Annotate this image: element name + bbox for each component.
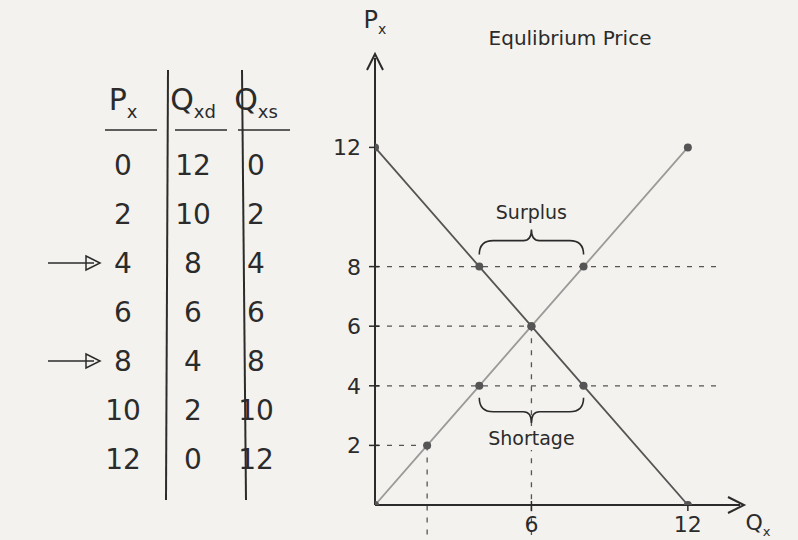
y-tick-label: 12 xyxy=(333,135,361,160)
guide-h xyxy=(375,326,531,327)
x-tick-label: 12 xyxy=(674,512,702,537)
table-cell: 0 xyxy=(184,443,202,476)
table-cell: 12 xyxy=(238,443,274,476)
bracket xyxy=(479,229,583,254)
table-cell: 10 xyxy=(175,198,211,231)
table-cell: 8 xyxy=(184,247,202,280)
point xyxy=(684,143,692,151)
chart-title: Equlibrium Price xyxy=(489,26,652,50)
point xyxy=(527,322,535,330)
table-cell: 12 xyxy=(175,149,211,182)
table-cell: 4 xyxy=(247,247,265,280)
point xyxy=(475,263,483,271)
header-underline xyxy=(238,129,290,131)
x-axis-title: Qx xyxy=(745,510,770,539)
point xyxy=(527,322,535,330)
y-tick xyxy=(369,445,379,447)
table-cell: 0 xyxy=(247,149,265,182)
level-guide xyxy=(375,385,720,386)
point xyxy=(580,382,588,390)
y-arrow xyxy=(367,54,383,70)
arrow-head xyxy=(86,256,100,270)
table-cell: 12 xyxy=(105,443,141,476)
table-rule xyxy=(242,70,246,500)
header-underline xyxy=(105,129,157,131)
guide-h xyxy=(375,445,427,446)
y-tick xyxy=(369,325,379,327)
canvas: Px Qxd Qxs 0 12 0 2 10 2 4 8 4 6 6 6 8 4 8 10 2 10 12 0 12 Equli… xyxy=(0,0,798,540)
annotation-label: Shortage xyxy=(488,427,574,449)
point xyxy=(475,382,483,390)
label-patch xyxy=(485,426,577,450)
arrow-head xyxy=(86,354,100,368)
table-cell: 8 xyxy=(247,345,265,378)
y-tick-label: 4 xyxy=(347,374,361,399)
table-header: Qxs xyxy=(234,82,278,122)
x-arrow xyxy=(728,497,744,513)
table-cell: 6 xyxy=(247,296,265,329)
y-tick-label: 8 xyxy=(347,255,361,280)
x-tick xyxy=(531,501,533,511)
point xyxy=(423,441,431,449)
guide-v xyxy=(426,445,427,535)
y-tick xyxy=(369,385,379,387)
table-cell: 10 xyxy=(105,394,141,427)
label-patch xyxy=(493,200,570,224)
point xyxy=(684,501,692,505)
point xyxy=(375,143,379,151)
table-cell: 2 xyxy=(247,198,265,231)
arrow-shaft xyxy=(48,262,94,264)
table-cell: 6 xyxy=(184,296,202,329)
point xyxy=(375,501,379,505)
table-cell: 4 xyxy=(114,247,132,280)
bracket xyxy=(479,398,583,423)
y-axis xyxy=(374,58,376,505)
header-underline xyxy=(175,129,227,131)
series-line xyxy=(375,147,688,505)
series-line xyxy=(375,147,688,505)
table-cell: 0 xyxy=(114,149,132,182)
arrow-shaft xyxy=(48,360,94,362)
row-arrow xyxy=(48,354,100,368)
table-header: Px xyxy=(109,82,138,122)
table-cell: 2 xyxy=(114,198,132,231)
table-header: Qxd xyxy=(170,82,216,122)
y-axis-title: Px xyxy=(364,6,387,37)
table-rule xyxy=(166,70,168,500)
point xyxy=(580,263,588,271)
y-tick-label: 6 xyxy=(347,314,361,339)
table-cell: 4 xyxy=(184,345,202,378)
plot-area xyxy=(375,143,692,505)
table-cell: 2 xyxy=(184,394,202,427)
annotation-label: Surplus xyxy=(496,201,567,223)
y-tick-label: 2 xyxy=(347,433,361,458)
row-arrow xyxy=(48,256,100,270)
level-guide xyxy=(375,266,720,267)
background xyxy=(0,0,798,540)
table-cell: 8 xyxy=(114,345,132,378)
y-tick xyxy=(369,266,379,268)
table-cell: 6 xyxy=(114,296,132,329)
table-cell: 10 xyxy=(238,394,274,427)
x-tick-label: 6 xyxy=(524,512,538,537)
